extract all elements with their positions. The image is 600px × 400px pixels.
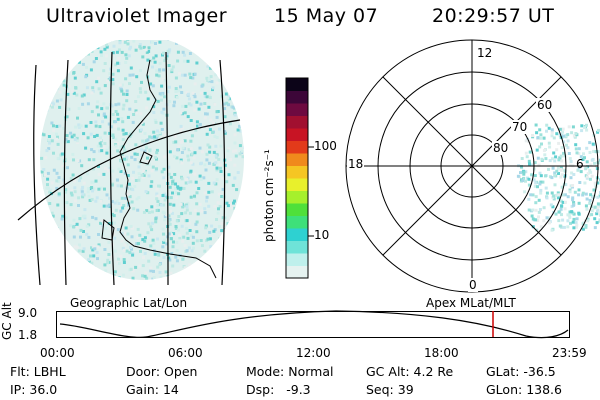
timeline-axis-title: GC Alt xyxy=(0,302,14,340)
mlt-label-18: 18 xyxy=(347,157,365,171)
status-seq: Seq: 39 xyxy=(366,382,414,397)
colorbar-tick-100: 100 xyxy=(314,139,337,153)
polar-grid xyxy=(345,39,599,293)
header-time: 20:29:57 UT xyxy=(432,5,555,27)
polar-aurora-speckle xyxy=(516,123,600,232)
mlat-label-60: 60 xyxy=(536,98,554,112)
timeline-xtick-3: 18:00 xyxy=(424,346,459,360)
status-gain: Gain: 14 xyxy=(126,382,179,397)
timeline-xtick-1: 06:00 xyxy=(168,346,203,360)
status-door: Door: Open xyxy=(126,364,198,379)
timeline-xtick-4: 23:59 xyxy=(552,346,587,360)
timeline-ytick-top: 9.0 xyxy=(18,306,38,320)
mlat-label-70: 70 xyxy=(511,120,529,134)
status-glon: GLon: 138.6 xyxy=(486,382,562,397)
colorbar xyxy=(285,77,314,279)
coastline xyxy=(101,59,217,279)
mlat-label-80: 80 xyxy=(492,141,510,155)
status-glat: GLat: -36.5 xyxy=(486,364,556,379)
status-flt: Flt: LBHL xyxy=(10,364,66,379)
polar-caption: Apex MLat/MLT xyxy=(426,296,516,310)
timeline-xtick-2: 12:00 xyxy=(296,346,331,360)
polar-plot xyxy=(345,39,600,293)
timeline-plot xyxy=(56,310,570,339)
colorbar-tick-10: 10 xyxy=(314,228,330,242)
geographic-image xyxy=(17,40,244,286)
mlt-label-0: 0 xyxy=(468,278,478,292)
timeline-ytick-bottom: 1.8 xyxy=(18,328,38,342)
timeline-xtick-0: 00:00 xyxy=(40,346,75,360)
status-gc-alt: GC Alt: 4.2 Re xyxy=(366,364,454,379)
status-ip: IP: 36.0 xyxy=(10,382,58,397)
instrument-title: Ultraviolet Imager xyxy=(46,5,228,27)
longitude-grid xyxy=(33,51,226,286)
mlt-label-12: 12 xyxy=(476,46,494,60)
status-dsp: Dsp: -9.3 xyxy=(246,382,311,397)
colorbar-unit-label: photon cm⁻²s⁻¹ xyxy=(262,149,276,242)
altitude-curve xyxy=(59,310,569,339)
mlt-label-6: 6 xyxy=(576,157,584,171)
status-mode: Mode: Normal xyxy=(246,364,334,379)
latitude-grid xyxy=(17,119,241,221)
header-date: 15 May 07 xyxy=(274,5,379,27)
geo-caption: Geographic Lat/Lon xyxy=(70,296,188,310)
